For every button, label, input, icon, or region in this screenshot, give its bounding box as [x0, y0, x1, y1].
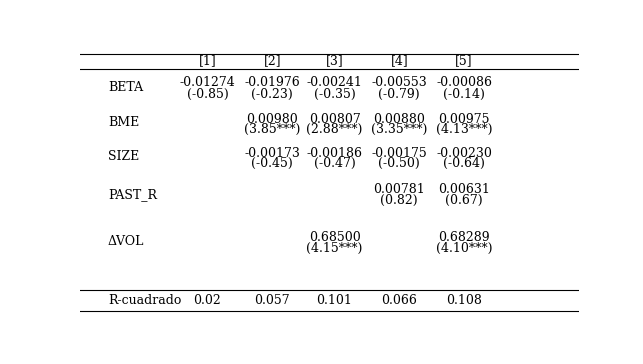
Text: (3.85***): (3.85***): [244, 123, 300, 136]
Text: -0.00230: -0.00230: [436, 147, 492, 160]
Text: -0.01274: -0.01274: [179, 76, 235, 89]
Text: -0.00173: -0.00173: [244, 147, 300, 160]
Text: (-0.47): (-0.47): [314, 157, 356, 170]
Text: (3.35***): (3.35***): [371, 123, 428, 136]
Text: R-cuadrado: R-cuadrado: [108, 294, 181, 308]
Text: -0.01976: -0.01976: [244, 76, 300, 89]
Text: 0.066: 0.066: [381, 294, 417, 308]
Text: 0.00980: 0.00980: [246, 113, 298, 126]
Text: 0.108: 0.108: [446, 294, 482, 308]
Text: 0.68500: 0.68500: [309, 230, 360, 244]
Text: [1]: [1]: [199, 55, 216, 68]
Text: 0.00880: 0.00880: [374, 113, 425, 126]
Text: SIZE: SIZE: [108, 150, 139, 163]
Text: (0.67): (0.67): [445, 194, 483, 207]
Text: 0.00807: 0.00807: [309, 113, 360, 126]
Text: -0.00553: -0.00553: [372, 76, 427, 89]
Text: (4.10***): (4.10***): [436, 242, 493, 255]
Text: 0.00975: 0.00975: [439, 113, 490, 126]
Text: -0.00086: -0.00086: [436, 76, 492, 89]
Text: 0.02: 0.02: [194, 294, 221, 308]
Text: (0.82): (0.82): [381, 194, 418, 207]
Text: (-0.45): (-0.45): [251, 157, 293, 170]
Text: -0.00186: -0.00186: [307, 147, 363, 160]
Text: 0.057: 0.057: [255, 294, 290, 308]
Text: [4]: [4]: [390, 55, 408, 68]
Text: (-0.35): (-0.35): [314, 88, 356, 100]
Text: [2]: [2]: [264, 55, 281, 68]
Text: PAST_R: PAST_R: [108, 188, 157, 201]
Text: (-0.50): (-0.50): [379, 157, 420, 170]
Text: BME: BME: [108, 116, 139, 128]
Text: -0.00175: -0.00175: [372, 147, 427, 160]
Text: 0.00781: 0.00781: [374, 183, 425, 197]
Text: [5]: [5]: [455, 55, 473, 68]
Text: (-0.23): (-0.23): [251, 88, 293, 100]
Text: (-0.14): (-0.14): [443, 88, 485, 100]
Text: ΔVOL: ΔVOL: [108, 236, 144, 248]
Text: (-0.79): (-0.79): [379, 88, 420, 100]
Text: (2.88***): (2.88***): [306, 123, 363, 136]
Text: 0.00631: 0.00631: [438, 183, 490, 197]
Text: [3]: [3]: [325, 55, 343, 68]
Text: 0.101: 0.101: [316, 294, 352, 308]
Text: (-0.64): (-0.64): [443, 157, 485, 170]
Text: 0.68289: 0.68289: [439, 230, 490, 244]
Text: (4.15***): (4.15***): [306, 242, 363, 255]
Text: (-0.85): (-0.85): [186, 88, 228, 100]
Text: BETA: BETA: [108, 80, 143, 94]
Text: -0.00241: -0.00241: [307, 76, 363, 89]
Text: (4.13***): (4.13***): [436, 123, 493, 136]
